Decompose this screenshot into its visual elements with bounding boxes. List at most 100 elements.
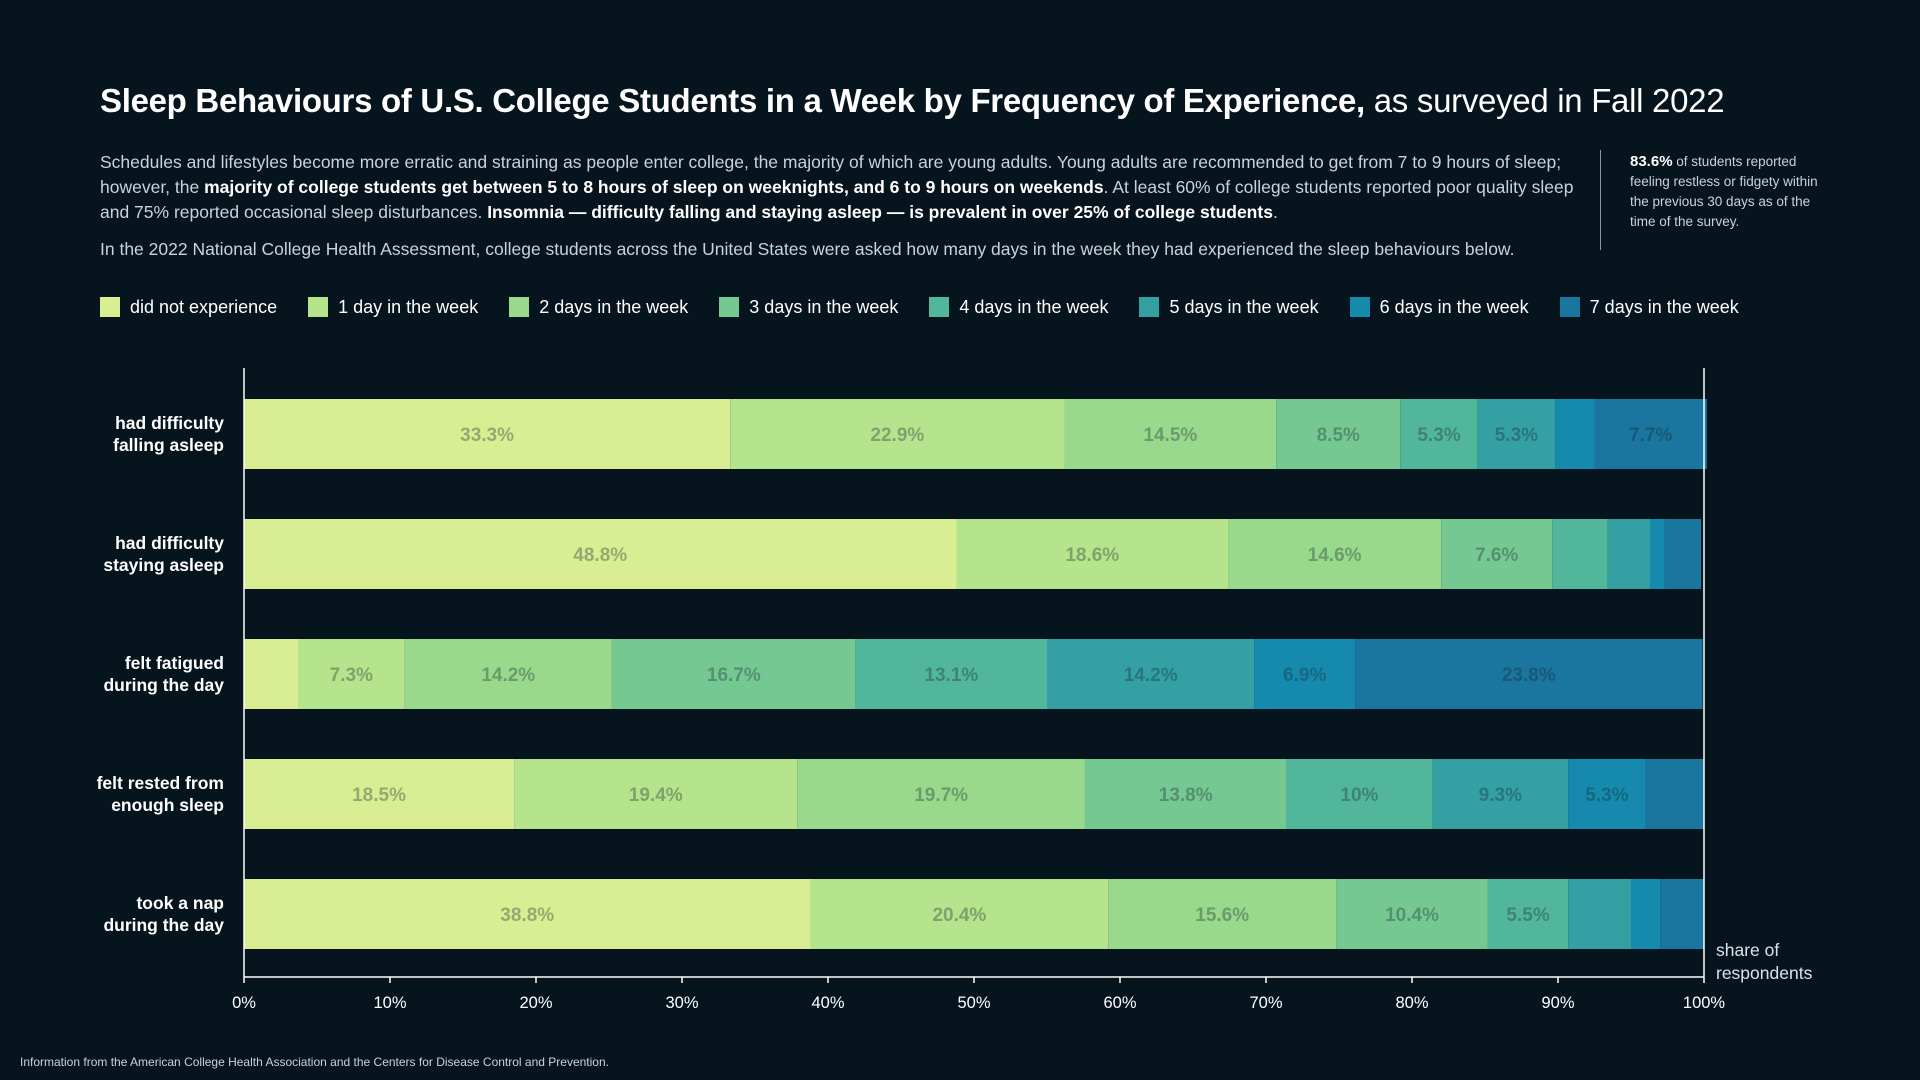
bar-segment-4-3 xyxy=(1336,879,1488,949)
data-label-0-7: 7.7% xyxy=(1629,425,1672,446)
callout-divider xyxy=(1600,150,1601,250)
category-label-0-line-0: had difficulty xyxy=(115,413,224,433)
x-axis-title-line-0: share of xyxy=(1716,940,1779,960)
bar-segment-3-2 xyxy=(797,759,1085,829)
title-subtitle: as surveyed in Fall 2022 xyxy=(1364,82,1725,119)
data-label-1-2: 14.6% xyxy=(1308,545,1362,566)
data-label-3-1: 19.4% xyxy=(629,785,683,806)
bar-segment-4-0 xyxy=(244,879,811,949)
data-label-3-3: 13.8% xyxy=(1159,785,1213,806)
legend-swatch-3 xyxy=(719,297,740,317)
data-label-2-6: 6.9% xyxy=(1283,665,1326,686)
data-label-2-1: 7.3% xyxy=(330,665,373,686)
x-axis-title-line-1: respondents xyxy=(1716,963,1813,983)
category-label-3-line-1: enough sleep xyxy=(111,795,224,815)
legend-item-0: did not experience xyxy=(100,297,277,318)
x-tick-label-8: 80% xyxy=(1395,994,1428,1012)
x-tick-label-0: 0% xyxy=(232,994,256,1012)
legend-swatch-4 xyxy=(929,297,950,317)
bar-segment-0-4 xyxy=(1400,399,1478,469)
bar-segment-2-5 xyxy=(1047,639,1255,709)
category-label-3-line-0: felt rested from xyxy=(97,773,224,793)
bar-segment-2-1 xyxy=(298,639,405,709)
legend-label-4: 4 days in the week xyxy=(959,296,1109,317)
bar-segment-2-4 xyxy=(855,639,1047,709)
category-label-4-line-1: during the day xyxy=(103,915,224,935)
data-label-4-4: 5.5% xyxy=(1506,905,1549,926)
bar-segment-2-7 xyxy=(1355,639,1703,709)
x-tick-label-6: 60% xyxy=(1103,994,1136,1012)
bar-segment-0-0 xyxy=(244,399,731,469)
title-main: Sleep Behaviours of U.S. College Student… xyxy=(100,82,1365,119)
bar-segment-1-4 xyxy=(1552,519,1608,589)
category-label-1-line-0: had difficulty xyxy=(115,533,224,553)
data-label-3-4: 10% xyxy=(1340,785,1378,806)
chart-legend: did not experience 1 day in the week 2 day… xyxy=(100,294,1770,320)
category-label-2-line-0: felt fatigued xyxy=(125,653,224,673)
data-label-0-3: 8.5% xyxy=(1317,425,1360,446)
description-paragraph-2: In the 2022 National College Health Asse… xyxy=(100,239,1515,259)
chart-title: Sleep Behaviours of U.S. College Student… xyxy=(100,82,1800,120)
data-label-0-2: 14.5% xyxy=(1143,425,1197,446)
callout: 83.6% of students reported feeling restl… xyxy=(1630,152,1830,232)
legend-label-6: 6 days in the week xyxy=(1379,296,1529,317)
x-tick-label-4: 40% xyxy=(811,994,844,1012)
bar-segment-1-7 xyxy=(1664,519,1702,589)
bar-segment-1-6 xyxy=(1649,519,1665,589)
legend-swatch-1 xyxy=(308,297,329,317)
data-label-2-2: 14.2% xyxy=(481,665,535,686)
data-label-2-4: 13.1% xyxy=(924,665,978,686)
x-tick-label-3: 30% xyxy=(665,994,698,1012)
desc-text-a: Schedules and lifestyles become more err… xyxy=(100,152,1562,197)
desc-text-c: . At least 60% of college students repor… xyxy=(100,177,1574,222)
legend-item-2: 2 days in the week xyxy=(509,297,688,318)
bar-segment-3-4 xyxy=(1286,759,1433,829)
bar-segment-3-3 xyxy=(1084,759,1287,829)
bar-segment-0-5 xyxy=(1477,399,1556,469)
legend-swatch-7 xyxy=(1559,297,1580,317)
legend-item-6: 6 days in the week xyxy=(1349,296,1529,318)
data-label-2-7: 23.8% xyxy=(1502,665,1556,686)
desc-highlight-sleep-hours: majority of college students get between… xyxy=(204,177,1104,197)
legend-label-5: 5 days in the week xyxy=(1169,296,1319,317)
data-label-4-1: 20.4% xyxy=(932,905,986,926)
bar-segment-1-0 xyxy=(244,519,957,589)
legend-label-2: 2 days in the week xyxy=(539,296,689,317)
legend-label-7: 7 days in the week xyxy=(1589,296,1739,317)
data-label-3-2: 19.7% xyxy=(914,785,968,806)
bar-segment-3-0 xyxy=(244,759,515,829)
bar-segment-0-1 xyxy=(730,399,1065,469)
legend-item-7: 7 days in the week xyxy=(1559,296,1739,318)
bar-segment-4-7 xyxy=(1660,879,1704,949)
callout-stat: 83.6% xyxy=(1630,153,1673,170)
bar-segment-4-1 xyxy=(810,879,1109,949)
category-label-4-line-0: took a nap xyxy=(136,893,224,913)
callout-text: of students reported feeling restless or… xyxy=(1630,154,1818,229)
bar-segment-1-3 xyxy=(1441,519,1553,589)
legend-swatch-6 xyxy=(1349,297,1370,317)
legend-swatch-2 xyxy=(509,297,530,317)
category-label-0-line-1: falling asleep xyxy=(113,435,224,455)
legend-swatch-5 xyxy=(1139,297,1160,317)
legend-swatch-0 xyxy=(100,297,120,317)
legend-label-1: 1 day in the week xyxy=(338,296,479,317)
bar-segment-2-0 xyxy=(244,639,299,709)
legend-item-1: 1 day in the week xyxy=(308,297,478,318)
bar-segment-4-5 xyxy=(1568,879,1631,949)
category-label-1-line-1: staying asleep xyxy=(103,555,224,575)
data-label-3-0: 18.5% xyxy=(352,785,406,806)
x-tick-label-9: 90% xyxy=(1541,994,1574,1012)
data-label-3-5: 9.3% xyxy=(1479,785,1522,806)
data-label-4-0: 38.8% xyxy=(500,905,554,926)
bar-segment-3-1 xyxy=(514,759,798,829)
data-label-1-0: 48.8% xyxy=(573,545,627,566)
description-paragraph-1: Schedules and lifestyles become more err… xyxy=(100,150,1580,225)
bar-segment-0-2 xyxy=(1064,399,1277,469)
data-label-0-4: 5.3% xyxy=(1417,425,1460,446)
bar-segment-0-6 xyxy=(1555,399,1595,469)
bar-segment-4-2 xyxy=(1108,879,1337,949)
data-label-0-0: 33.3% xyxy=(460,425,514,446)
bar-segment-2-2 xyxy=(404,639,612,709)
